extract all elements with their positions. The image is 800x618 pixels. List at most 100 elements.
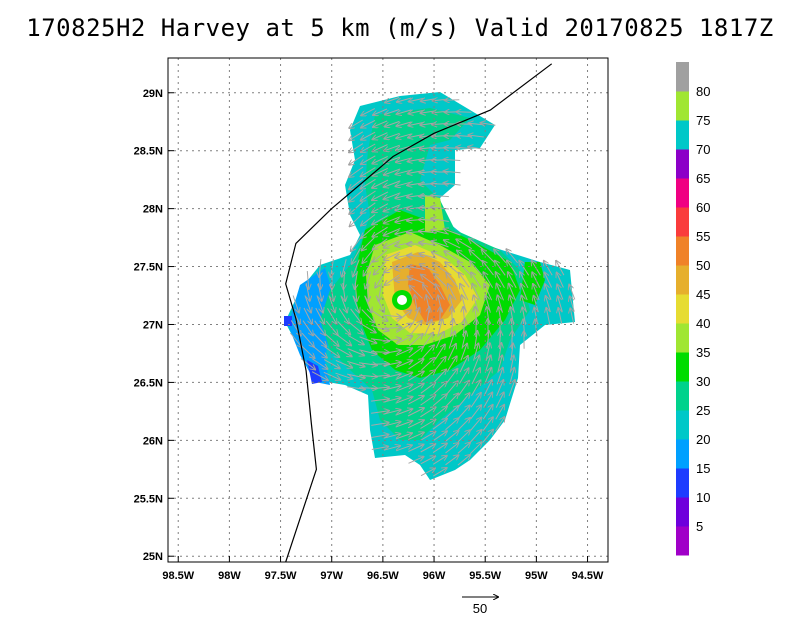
wind-vector [384,204,401,212]
wind-vector [359,349,376,354]
wind-vector [395,397,413,404]
wind-vector [497,284,504,301]
wind-vector [445,418,459,431]
colorbar-swatch [676,497,689,527]
colorbar-swatch [676,120,689,150]
wind-vector [546,308,549,325]
wind-vector [395,348,412,357]
wind-vector [496,380,504,397]
wind-vector [422,333,433,348]
lat-tick-label: 29N [143,88,163,100]
wind-vector [471,380,481,396]
wind-vector [350,308,362,323]
wind-vector [395,336,412,345]
wind-vector [349,201,364,214]
lon-tick-label: 95W [525,570,548,582]
wind-vector [371,399,389,401]
wind-vector [347,387,365,390]
wind-vector [335,372,353,379]
wind-vector [557,273,564,288]
wind-vector [423,320,431,337]
wind-vector [456,239,472,250]
wind-vector [482,430,493,443]
wind-vector [433,382,447,395]
colorbar-swatch [676,352,689,382]
wind-vector [383,315,401,317]
wind-vector [482,417,493,431]
wind-vector [360,322,375,332]
wind-vector [471,273,482,288]
wind-vector [472,356,480,373]
colorbar: 5 10 15 20 25 30 35 40 45 50 55 60 65 70 75 80 [676,62,710,556]
wind-vector [364,260,373,275]
wind-vector [408,371,423,382]
wind-vector [361,225,376,238]
wind-vector [349,143,364,153]
wind-vector [494,249,507,264]
wind-vector [433,370,446,383]
wind-vector [544,273,553,288]
wind-vector [408,277,425,284]
wind-vector [432,241,449,248]
colorbar-swatch [676,323,689,353]
wind-vector [407,396,424,405]
wind-vector [373,120,388,127]
wind-vector [409,334,422,347]
colorbar-label: 25 [696,403,710,418]
wind-vector [420,432,436,441]
wind-vector [361,131,376,140]
wind-vector [445,381,458,396]
wind-vector [371,324,388,330]
wind-vector [395,385,413,392]
wind-vector [420,407,435,418]
wind-vector [395,324,412,333]
lon-tick-label: 94.5W [572,570,604,582]
wind-vectors [290,97,576,477]
wind-vector [313,333,326,347]
colorbar-swatch [676,381,689,411]
colorbar-label: 15 [696,461,710,476]
colorbar-label: 5 [696,519,703,534]
wind-vector [372,226,388,237]
wind-vector [410,286,423,299]
wind-vector [361,202,376,213]
wind-vector [384,180,401,187]
lon-tick-label: 96.5W [367,570,399,582]
colorbar-label: 20 [696,432,710,447]
wind-vector [420,383,435,394]
wind-vector [420,264,437,273]
wind-vector [359,363,377,366]
wind-vector [372,215,389,225]
wind-vector [432,456,447,465]
wind-vector [495,261,506,276]
wind-vector [290,332,301,347]
wind-vector [347,373,365,378]
wind-vector [373,249,388,261]
wind-vector [335,347,352,357]
colorbar-label: 50 [696,258,710,273]
wind-vector [395,433,412,440]
wind-vector [445,262,460,275]
wind-vector [349,131,364,140]
wind-vector [383,374,400,379]
colorbar-swatch [676,236,689,266]
wind-vector [383,350,401,353]
wind-vector [432,419,447,430]
colorbar-label: 70 [696,142,710,157]
wind-vector [301,345,315,358]
wind-vector [350,213,363,227]
lon-tick-label: 95.5W [469,570,501,582]
wind-vector [371,375,389,376]
wind-vector [407,408,424,417]
wind-vector [458,368,468,384]
wind-vector [432,394,447,407]
wind-vector [395,373,413,380]
wind-vector [408,347,423,358]
wind-vector [448,332,455,349]
wind-vector [484,368,492,385]
wind-vector [468,135,484,137]
wind-vector [372,203,389,213]
colorbar-label: 80 [696,84,710,99]
wind-vector [301,332,314,347]
wind-vector [361,119,376,127]
